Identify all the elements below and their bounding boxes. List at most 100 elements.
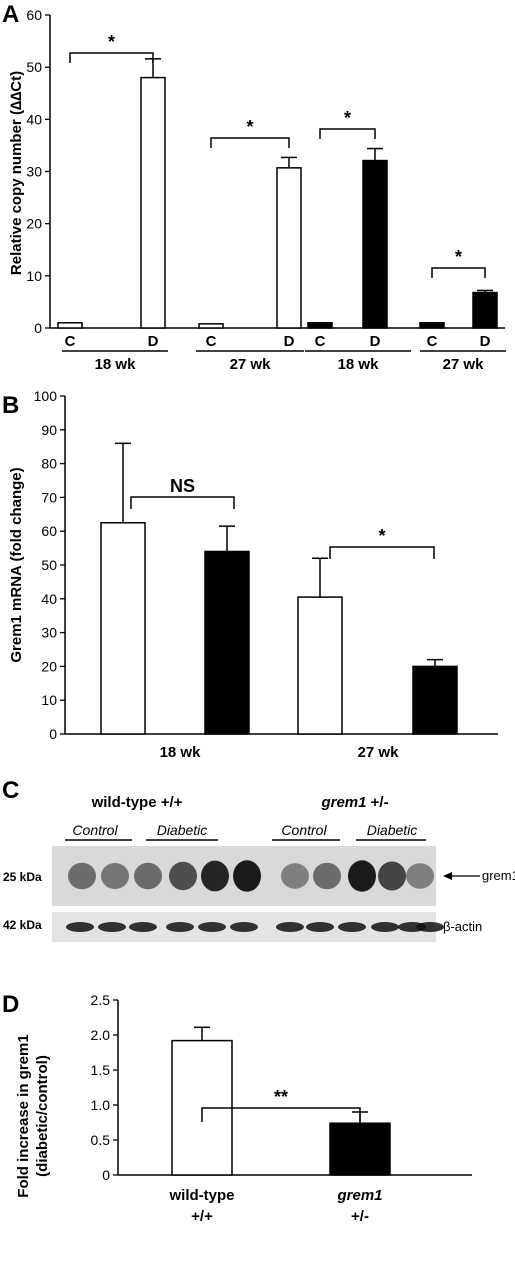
x-category-label-line1: wild-type — [168, 1187, 234, 1204]
significance-marker: ** — [274, 1087, 288, 1107]
x-group-label: 18 wk — [338, 356, 380, 373]
bar — [57, 322, 83, 329]
y-tick-label: 0.5 — [91, 1132, 111, 1148]
bar — [276, 167, 302, 329]
x-category-label: C — [65, 333, 76, 350]
x-category-label-line2: +/+ — [191, 1208, 213, 1225]
y-tick-label: 10 — [41, 692, 57, 708]
y-tick-label: 60 — [41, 523, 57, 539]
bar — [140, 76, 166, 329]
panel-c: C wild-type +/+ grem1 +/- Control Diabet… — [2, 777, 515, 942]
significance-bracket — [431, 267, 486, 278]
significance-bracket — [130, 496, 235, 509]
blot-band-grem1 — [169, 861, 197, 891]
blot-group-grem1: grem1 +/- — [320, 794, 388, 811]
y-tick-label: 1.5 — [91, 1062, 111, 1078]
blot-band-actin — [306, 922, 334, 932]
blot-group-grem1-gene: grem1 — [320, 794, 366, 811]
blot-band-actin — [98, 922, 126, 932]
bar — [307, 322, 333, 329]
y-tick-label: 40 — [41, 591, 57, 607]
x-category-label-line2: +/- — [351, 1208, 369, 1225]
panel-b-categories: 18 wk 27 wk — [160, 744, 400, 761]
panel-a: A Relative copy number (∆∆Ct) 0 10 20 30 40 5… — [2, 1, 506, 373]
y-tick-label: 80 — [41, 456, 57, 472]
blot-het-control-label: Control — [281, 822, 327, 838]
blot-band-grem1 — [68, 862, 96, 890]
y-tick-label: 1.0 — [91, 1097, 111, 1113]
x-category-label-line1: grem1 — [336, 1187, 382, 1204]
blot-42kda-label: 42 kDa — [3, 918, 42, 932]
blot-bands — [66, 860, 444, 932]
blot-25kda-label: 25 kDa — [3, 870, 42, 884]
blot-band-actin — [371, 922, 399, 932]
y-tick-label: 50 — [41, 557, 57, 573]
y-tick-label: 70 — [41, 489, 57, 505]
y-tick-label: 2.5 — [91, 992, 111, 1008]
y-tick-label: 60 — [26, 7, 42, 23]
blot-het-diabetic-label: Diabetic — [367, 822, 418, 838]
panel-d-significance: ** — [201, 1087, 361, 1122]
panel-b: B Grem1 mRNA (fold change) 0 10 20 30 40 50 60… — [2, 388, 498, 761]
blot-band-actin — [276, 922, 304, 932]
blot-band-grem1 — [233, 860, 261, 892]
blot-band-grem1 — [101, 863, 129, 889]
x-group-label: 18 wk — [95, 356, 137, 373]
significance-marker: * — [378, 526, 385, 546]
y-tick-label: 30 — [41, 625, 57, 641]
x-category-label: D — [284, 333, 295, 350]
bar — [412, 665, 458, 735]
x-category-label: C — [315, 333, 326, 350]
panel-d-categories: wild-type +/+ grem1 +/- — [168, 1187, 382, 1225]
x-category-label: C — [427, 333, 438, 350]
panel-d: D Fold increase in grem1 (diabetic/contr… — [2, 991, 472, 1225]
blot-band-actin — [230, 922, 258, 932]
x-group-label: 27 wk — [230, 356, 272, 373]
blot-band-grem1 — [378, 861, 406, 891]
panel-c-letter: C — [2, 777, 19, 804]
blot-band-actin — [416, 922, 444, 932]
blot-band-grem1 — [313, 862, 341, 890]
panel-a-axes: 0 10 20 30 40 50 60 — [26, 7, 505, 336]
significance-marker: * — [108, 32, 115, 52]
significance-bracket — [319, 128, 376, 139]
y-tick-label: 90 — [41, 422, 57, 438]
y-tick-label: 0 — [49, 726, 57, 742]
panel-d-letter: D — [2, 991, 19, 1018]
panel-b-bars — [100, 442, 458, 735]
y-tick-label: 20 — [26, 216, 42, 232]
y-tick-label: 0 — [102, 1167, 110, 1183]
y-tick-label: 10 — [26, 268, 42, 284]
blot-group-grem1-genotype: +/- — [366, 794, 388, 811]
blot-band-actin — [66, 922, 94, 932]
panel-b-significance: NS * — [130, 476, 435, 559]
bar — [419, 322, 445, 329]
panel-a-y-axis-label: Relative copy number (∆∆Ct) — [8, 71, 25, 275]
blot-wt-control-label: Control — [72, 822, 118, 838]
y-tick-label: 20 — [41, 658, 57, 674]
panel-d-axes: 0 0.5 1.0 1.5 2.0 2.5 — [91, 992, 472, 1183]
y-tick-label: 0 — [34, 320, 42, 336]
blot-wt-diabetic-label: Diabetic — [157, 822, 208, 838]
significance-marker: * — [246, 117, 253, 137]
panel-a-significance: * * * * — [69, 32, 486, 278]
significance-marker: * — [455, 247, 462, 267]
x-group-label: 18 wk — [160, 744, 202, 761]
blot-band-actin — [129, 922, 157, 932]
bar — [362, 159, 388, 329]
blot-band-actin — [198, 922, 226, 932]
y-tick-label: 100 — [34, 388, 58, 404]
y-tick-label: 30 — [26, 164, 42, 180]
blot-band-actin — [338, 922, 366, 932]
blot-band-grem1 — [281, 863, 309, 889]
bar — [204, 550, 250, 735]
significance-marker: * — [344, 108, 351, 128]
panel-a-bars — [57, 58, 498, 329]
bar — [472, 291, 498, 329]
panel-a-categories: C D C D C D C D 18 wk 27 wk 18 wk 27 wk — [62, 333, 506, 373]
x-category-label: C — [206, 333, 217, 350]
panel-d-y-axis-label-line2: (diabetic/control) — [34, 1055, 51, 1177]
x-category-label: D — [370, 333, 381, 350]
blot-grem1-label: grem1 — [482, 868, 515, 883]
